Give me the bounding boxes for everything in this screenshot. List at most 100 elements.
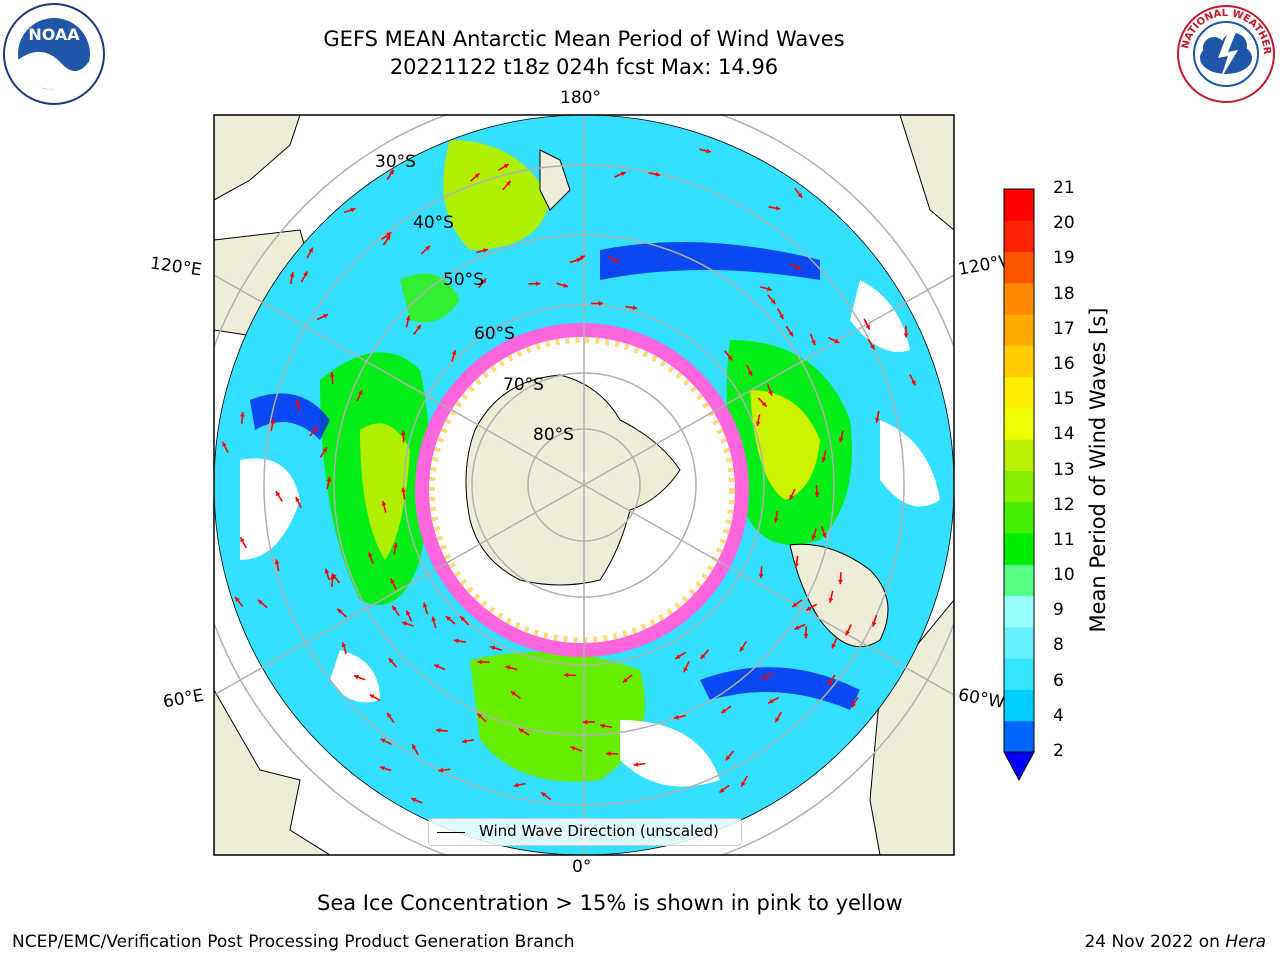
wind-wave-arrow-head [794,625,800,630]
wind-wave-arrow-head [513,782,519,788]
wind-wave-arrow-head [838,437,844,443]
wind-wave-arrow-head [483,248,488,253]
calm-area-3 [620,720,720,787]
wind-wave-arrow-head [505,665,511,670]
colorbar-segment [1004,501,1034,534]
colorbar-segment [1004,689,1034,722]
wind-wave-arrow-head [706,148,711,154]
wind-wave-arrow-head [871,621,877,627]
colorbar-tick-label: 20 [1053,213,1075,234]
wind-wave-arrow-head [386,232,392,237]
wind-wave-arrow-head [761,401,767,407]
wind-wave-arrow-head [767,286,772,292]
wind-wave-arrow-head [903,333,909,338]
colorbar-tick-label: 19 [1053,248,1075,269]
wind-wave-arrow-head [598,301,604,306]
wind-wave-arrow-head [775,205,781,211]
land-corner-top-right [899,115,954,231]
wave-region-south-australia [400,273,460,323]
wind-wave-arrow-head [821,457,827,463]
wind-wave-arrow-head [322,447,327,453]
colorbar-segment [1004,314,1034,346]
wind-wave-arrow-head [435,728,441,733]
wind-wave-arrow-head [794,563,799,568]
graticule [213,115,955,855]
map-legend: Wind Wave Direction (unscaled) [428,818,742,846]
chart-title: GEFS MEAN Antarctic Mean Period of Wind … [323,27,845,51]
wind-wave-arrow-head [796,265,802,270]
wind-wave-arrow-head [770,299,776,305]
colorbar-tick-label: 8 [1053,635,1064,656]
nws-logo: NATIONAL WEATHER SERVICE [1174,2,1275,103]
colorbar-underflow-triangle [1003,751,1035,782]
legend-line-swatch [437,832,465,833]
colorbar-segment [1004,533,1034,565]
wind-wave-arrow-head [337,608,343,614]
wind-wave-arrow-head [270,419,276,424]
colorbar-tick-label: 11 [1053,529,1075,550]
land-corner-bottom-right [869,599,954,855]
wind-wave-arrow-head [451,350,457,355]
wind-wave-arrow-head [535,281,541,287]
wave-region-tasman [443,140,550,250]
wind-wave-arrow-head [673,714,679,720]
meridian-60e-120w [213,274,955,696]
land-south-america [789,543,889,648]
wind-wave-arrow-head [240,537,245,543]
wind-wave-arrow-head [845,630,850,636]
wind-wave-arrow-head [576,257,582,263]
lon-label-0: 0° [572,857,592,877]
wind-wave-arrow-head [875,417,880,423]
wind-wave-arrow-head [518,728,524,734]
land-antarctica [465,374,681,586]
wind-wave-arrow-head [308,247,313,253]
wind-wave-arrow-head [312,426,318,432]
wind-wave-arrow-head [851,702,857,708]
colorbar-segment [1004,220,1034,253]
land-corner-bottom-left [214,688,331,855]
wind-wave-arrow-head [721,708,727,713]
sea-ice-inner-edge [429,337,735,643]
wind-wave-arrow-head [747,370,753,376]
colorbar-segment [1004,189,1034,221]
wind-wave-arrow-head [389,169,394,175]
wind-wave-arrow-head [341,642,347,648]
colorbar-tick-label: 2 [1053,741,1064,761]
wind-wave-arrow-head [775,717,780,723]
colorbar-segment [1004,439,1034,471]
colorbar-tick-label: 16 [1053,353,1075,374]
wind-wave-arrow-head [739,646,745,652]
wave-band-low-period-3 [700,667,860,710]
wave-region-indian-ocean-core [360,423,410,560]
colorbar-segment [1004,376,1034,409]
wind-wave-arrow-head [431,616,437,622]
wind-wave-arrow-head [633,762,639,767]
wind-wave-arrow-head [725,755,731,761]
wind-wave-arrow-head [606,751,611,757]
colorbar-tick-label: 18 [1053,283,1075,304]
wind-wave-arrow-head [675,654,681,659]
noaa-logo-text: NOAA [28,25,80,44]
footer-date: 24 Nov 2022 on Hera [1084,932,1266,952]
wind-wave-arrow-head [275,491,281,497]
wind-wave-arrow-head [416,324,421,330]
wind-wave-arrow-head [381,500,387,506]
wind-wave-arrow-head [582,719,588,725]
wind-wave-arrow-head [379,765,385,771]
wind-wave-arrow-head [870,344,875,350]
wind-wave-arrow-head [303,271,308,277]
noaa-logo: NOAA [3,3,105,105]
lat-label-60s: 60°S [474,324,515,344]
wind-wave-arrow-head [620,171,626,177]
colorbar-segment [1004,345,1034,378]
wind-wave-arrow-head [768,390,773,396]
colorbar-tick-label: 14 [1053,424,1075,445]
colorbar [1003,188,1035,782]
wind-wave-arrow-head [563,283,569,288]
colorbar-tick-label: 4 [1053,705,1064,726]
wind-wave-arrow-head [358,390,363,396]
wind-wave-arrow-head [222,441,227,447]
wind-wave-arrow-head [274,559,280,565]
land-corner-top-left [214,115,301,201]
wind-wave-arrow-head [806,606,812,611]
